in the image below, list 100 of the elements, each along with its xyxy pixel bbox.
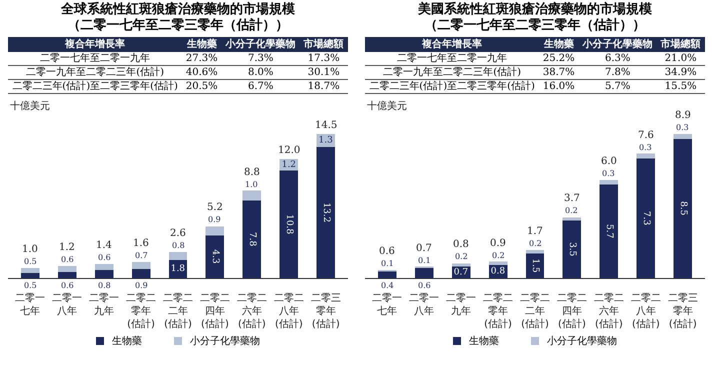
- bar: [132, 269, 150, 278]
- x-tick-label: 二零一九年: [446, 293, 476, 317]
- bar: [20, 268, 40, 274]
- bar: [242, 200, 262, 278]
- total-label: 6.0: [601, 156, 617, 167]
- text: 15.5%: [656, 80, 705, 94]
- total-label: 2.6: [170, 228, 186, 239]
- data-label: 5.7: [604, 224, 614, 239]
- data-label: 1.2: [282, 160, 296, 170]
- bar: [600, 180, 618, 185]
- data-label: 10.8: [284, 214, 294, 235]
- text: 二零一九年至二零二三年(估計): [8, 66, 182, 80]
- x-tick-label: 二零一九年: [89, 293, 120, 317]
- legend-label: 小分子化學藥物: [190, 334, 260, 348]
- data-label: 0.7: [454, 267, 468, 278]
- data-label: 0.6: [61, 255, 74, 264]
- data-label: 0.3: [602, 169, 615, 178]
- chart-subtitle: （二零一七年至二零三零年（估計））: [68, 18, 288, 33]
- text: 20.5%: [182, 80, 222, 94]
- x-tick-label: 二零二零年(估計): [126, 293, 156, 330]
- data-label: 0.3: [639, 143, 652, 152]
- text: 7.8%: [578, 66, 657, 80]
- text: 27.3%: [182, 52, 222, 66]
- x-tick-label: 二零一七年: [15, 293, 46, 317]
- data-label: 3.5: [566, 242, 577, 257]
- text: 6.7%: [222, 80, 300, 94]
- chart-title: 全球系統性紅斑狼瘡治療藥物的市場規模: [61, 2, 295, 17]
- text: 複合年增長率: [8, 37, 182, 52]
- total-label: 1.6: [133, 238, 149, 249]
- data-label: 0.2: [565, 206, 578, 215]
- legend-label: 生物藥: [469, 334, 499, 348]
- bar: [206, 235, 224, 278]
- x-tick-label: 二零二二年(估計): [163, 293, 193, 330]
- total-label: 0.7: [416, 243, 432, 254]
- x-tick-label: 二零二六年(估計): [594, 293, 624, 330]
- text: 複合年增長率: [365, 37, 539, 52]
- data-label: 0.1: [381, 259, 394, 268]
- text: 市場總額: [300, 37, 348, 52]
- bar: [94, 264, 114, 270]
- text: 二零一七年至二零一九年: [8, 52, 182, 66]
- text: 二零二三年(估計)至二零三零年(估計): [365, 80, 539, 94]
- x-tick-label: 二零二四年(估計): [200, 293, 230, 330]
- y-axis-title: 十億美元: [367, 100, 407, 112]
- text: 8.0%: [222, 66, 300, 80]
- bar: [674, 134, 692, 139]
- total-label: 3.7: [564, 193, 580, 204]
- x-tick-label: 二零二六年(估計): [236, 293, 267, 330]
- text: 25.2%: [538, 52, 579, 66]
- text: 17.3%: [300, 52, 348, 66]
- data-label: 0.2: [492, 251, 505, 260]
- x-tick-label: 二零二二年(估計): [520, 293, 550, 330]
- total-label: 1.7: [527, 226, 543, 237]
- x-tick-label: 二零二零年(估計): [483, 293, 514, 330]
- x-tick-label: 二零一八年: [409, 293, 440, 317]
- x-tick-label: 二零二四年(估計): [556, 293, 587, 330]
- text: 二零二三年(估計)至二零三零年(估計): [8, 80, 182, 94]
- text: 小分子化學藥物: [578, 37, 657, 52]
- data-label: 1.8: [170, 264, 186, 274]
- bar: [20, 273, 40, 278]
- total-label: 7.6: [638, 130, 654, 141]
- bar: [488, 262, 508, 265]
- bar: [94, 270, 114, 278]
- x-tick-label: 二零一七年: [372, 293, 402, 317]
- total-label: 5.2: [207, 202, 223, 213]
- bar: [316, 146, 336, 278]
- data-label: 0.9: [135, 281, 148, 290]
- total-label: 14.5: [315, 120, 338, 131]
- bar: [526, 253, 544, 278]
- total-label: 0.9: [490, 238, 506, 249]
- text: 5.7%: [578, 80, 657, 94]
- total-label: 8.8: [244, 167, 260, 178]
- total-label: 1.4: [96, 240, 112, 251]
- total-label: 0.8: [453, 239, 469, 250]
- text: 16.0%: [538, 80, 579, 94]
- data-label: 7.3: [640, 210, 651, 226]
- text: 二零一七年至二零一九年: [365, 52, 539, 66]
- legend-label: 生物藥: [112, 334, 142, 348]
- data-label: 0.2: [455, 252, 468, 261]
- data-label: 0.4: [381, 281, 394, 290]
- text: 18.7%: [300, 80, 348, 94]
- bar: [280, 170, 298, 278]
- bar: [600, 184, 618, 278]
- data-label: 0.6: [418, 281, 431, 290]
- text: 34.9%: [656, 66, 705, 80]
- data-label: 0.6: [61, 281, 74, 290]
- total-label: 12.0: [278, 145, 300, 156]
- bar: [58, 266, 76, 272]
- bar: [562, 217, 582, 221]
- total-label: 0.6: [379, 246, 395, 257]
- text: 21.0%: [656, 52, 705, 66]
- data-label: 0.8: [98, 281, 111, 290]
- data-label: 0.5: [24, 257, 37, 266]
- data-label: 1.3: [318, 135, 334, 146]
- bar: [206, 226, 224, 236]
- text: 市場總額: [656, 37, 705, 52]
- chart-subtitle: （二零一七年至二零三零年（估計））: [424, 18, 646, 33]
- y-axis-title: 十億美元: [10, 100, 50, 112]
- x-tick-label: 二零一八年: [52, 293, 82, 317]
- x-tick-label: 二零二八年(估計): [630, 293, 661, 330]
- text: 38.7%: [538, 66, 579, 80]
